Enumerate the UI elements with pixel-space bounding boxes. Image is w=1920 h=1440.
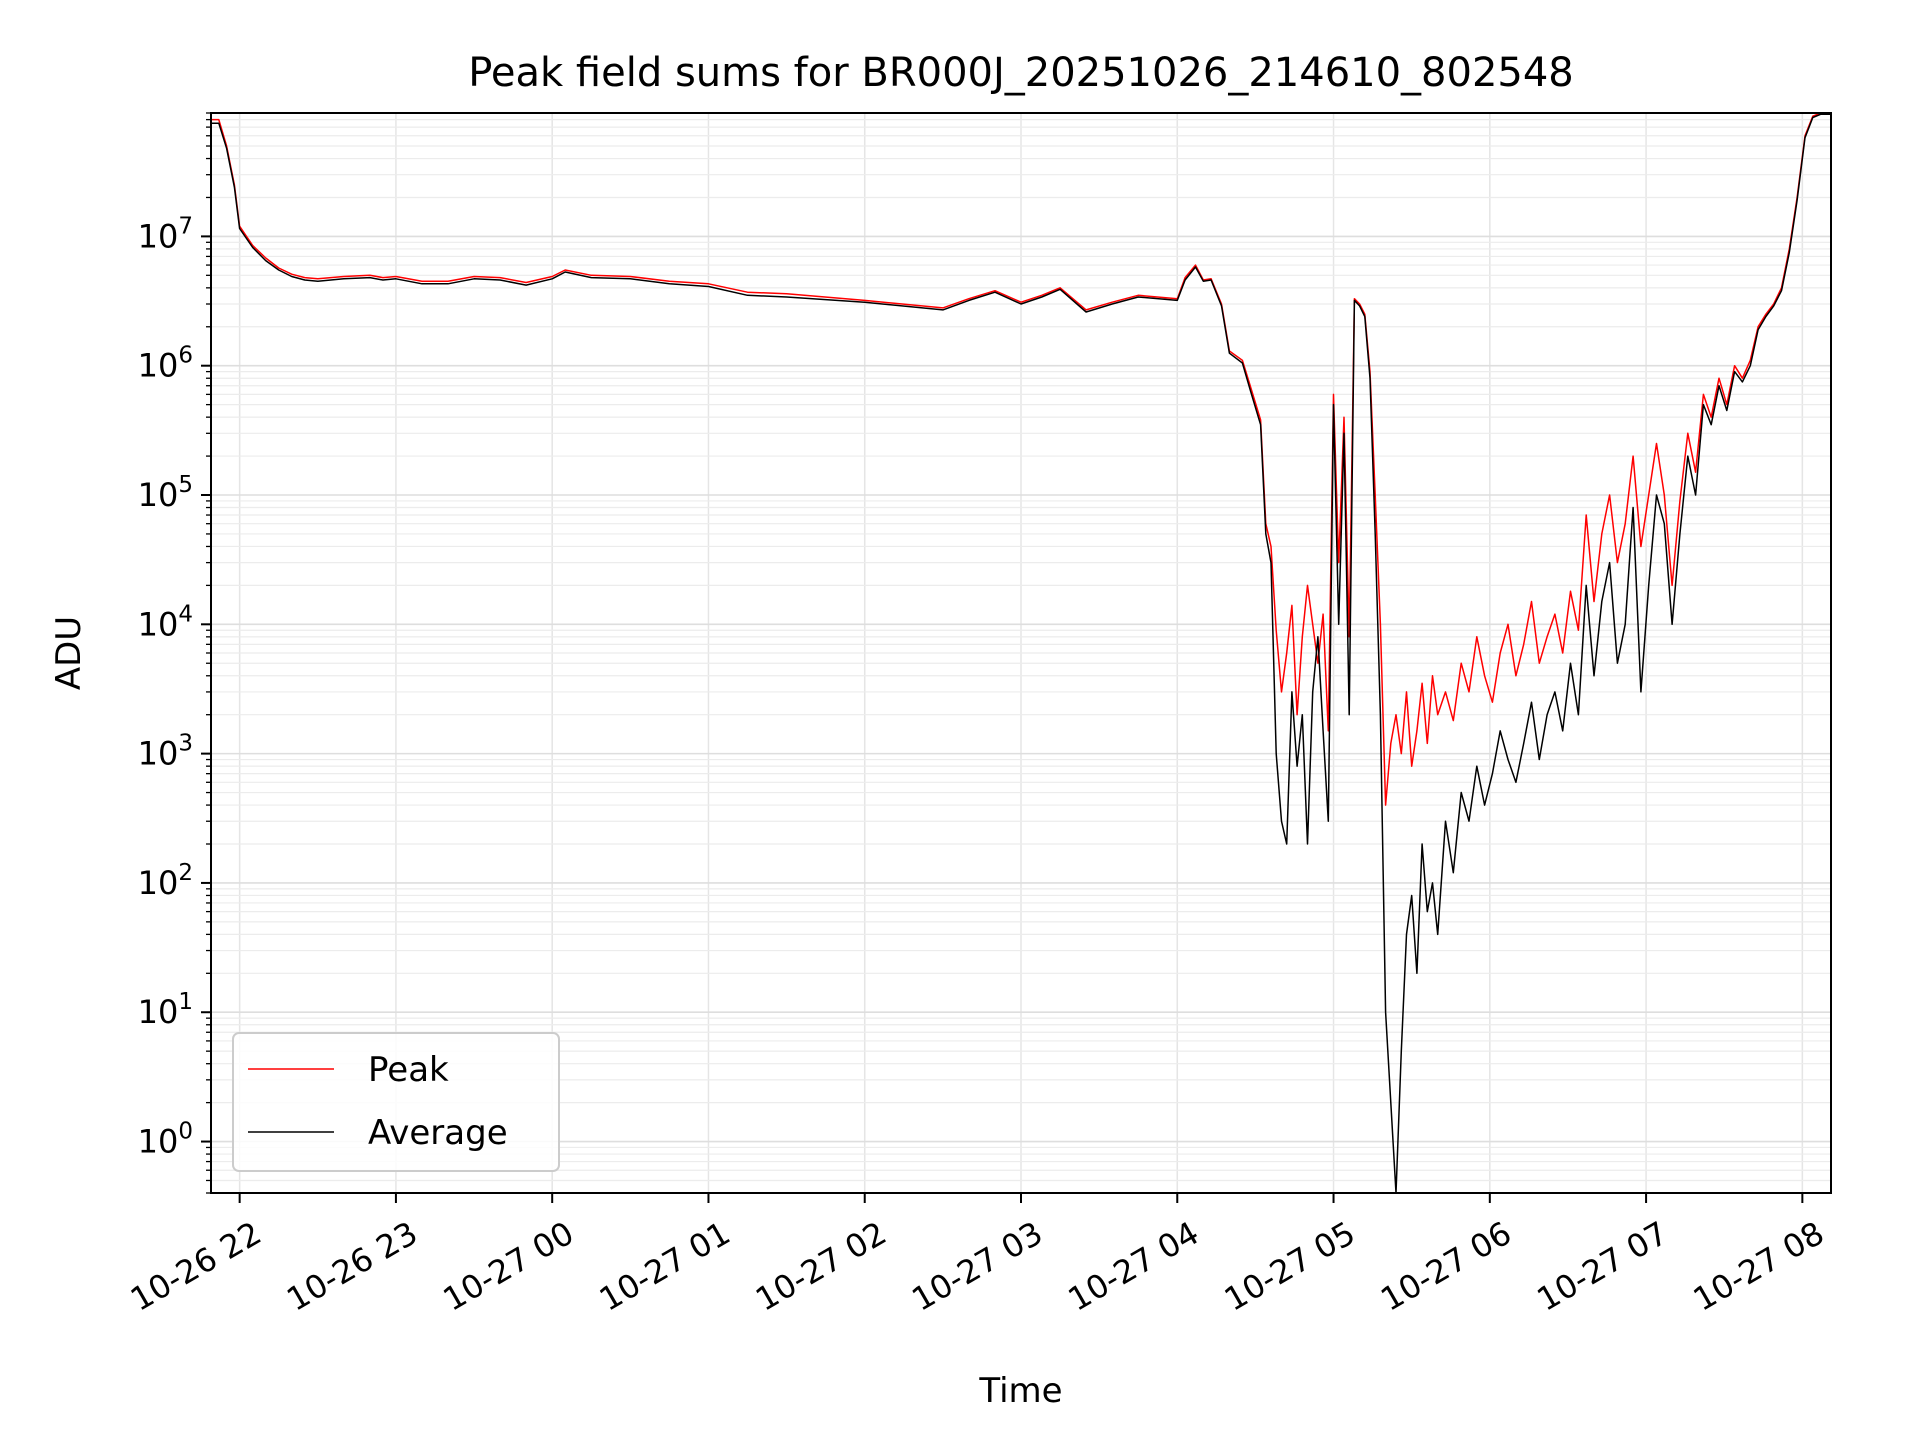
y-tick-label: 101: [138, 989, 193, 1031]
series-line-peak: [211, 113, 1831, 806]
x-tick-label: 10-26 23: [280, 1214, 424, 1319]
chart-title: Peak field sums for BR000J_20251026_2146…: [468, 50, 1574, 96]
x-tick-label: 10-27 00: [437, 1214, 581, 1319]
y-tick-label: 103: [138, 731, 193, 773]
x-tick-label: 10-27 03: [905, 1214, 1049, 1319]
y-tick-label: 104: [138, 601, 193, 643]
legend: Peak Average: [232, 1032, 560, 1172]
x-tick-label: 10-27 02: [749, 1214, 893, 1319]
y-axis-label: ADU: [49, 616, 89, 690]
x-tick-label: 10-27 04: [1062, 1214, 1206, 1319]
y-tick-label: 100: [138, 1119, 193, 1161]
x-axis-label: Time: [978, 1371, 1062, 1411]
y-tick-label: 107: [138, 213, 193, 255]
x-tick-label: 10-26 22: [124, 1214, 268, 1319]
x-tick-label: 10-27 05: [1218, 1214, 1362, 1319]
y-tick-label: 105: [138, 472, 193, 514]
x-tick-label: 10-27 06: [1374, 1214, 1518, 1319]
series-lines: [211, 113, 1831, 1193]
legend-label-peak: Peak: [368, 1050, 449, 1090]
legend-box: [232, 1032, 560, 1172]
series-line-average: [211, 113, 1831, 1193]
legend-label-average: Average: [368, 1113, 508, 1153]
x-tick-label: 10-27 01: [593, 1214, 737, 1319]
x-tick-label: 10-27 08: [1687, 1214, 1831, 1319]
grid-lines: [211, 112, 1831, 1194]
y-tick-label: 102: [138, 860, 193, 902]
y-tick-label: 106: [138, 343, 193, 385]
x-tick-label: 10-27 07: [1530, 1214, 1674, 1319]
